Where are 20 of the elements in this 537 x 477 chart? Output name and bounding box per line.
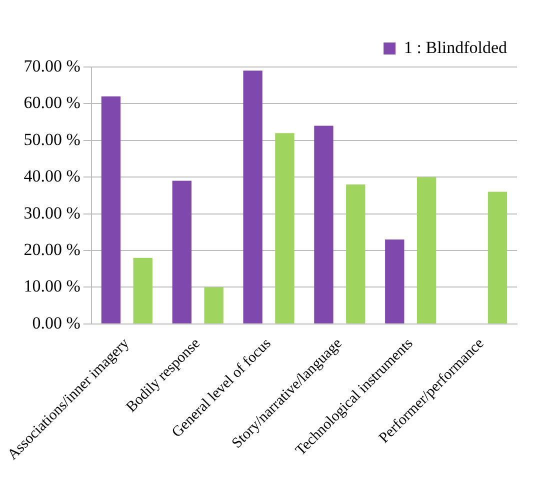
y-tick-label: 0.00 % bbox=[32, 313, 80, 332]
y-tick-label: 30.00 % bbox=[24, 203, 80, 222]
y-tick-label: 60.00 % bbox=[24, 93, 80, 112]
bar bbox=[133, 258, 152, 324]
bar bbox=[275, 133, 294, 324]
legend-label: 1 : Blindfolded bbox=[404, 38, 508, 57]
y-tick-label: 70.00 % bbox=[24, 56, 80, 76]
y-tick-label: 40.00 % bbox=[24, 166, 80, 186]
bar bbox=[204, 287, 224, 324]
bar bbox=[243, 70, 262, 324]
y-tick-label: 10.00 % bbox=[24, 276, 80, 296]
bar bbox=[488, 192, 508, 324]
bar bbox=[346, 184, 366, 324]
y-tick-label: 50.00 % bbox=[24, 130, 80, 149]
bar bbox=[314, 126, 334, 324]
bar bbox=[416, 177, 436, 324]
bar bbox=[172, 180, 192, 324]
y-tick-label: 20.00 % bbox=[24, 240, 80, 259]
bar bbox=[101, 96, 121, 324]
bar bbox=[385, 240, 404, 324]
